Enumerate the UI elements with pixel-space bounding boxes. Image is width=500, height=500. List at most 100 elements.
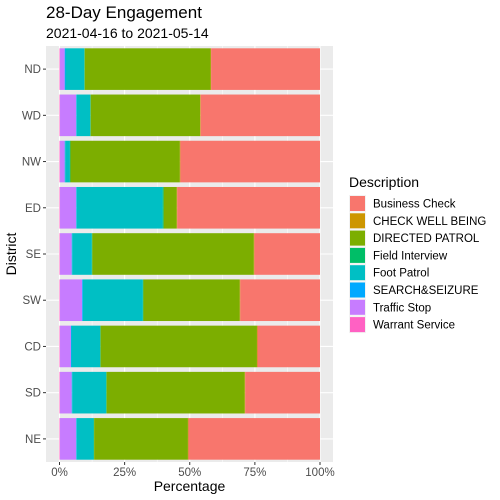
bar-segment bbox=[60, 325, 71, 368]
bar-segment bbox=[71, 371, 73, 414]
bar-segment bbox=[106, 371, 245, 414]
bar-segment bbox=[60, 233, 72, 275]
y-tick-label: WD bbox=[22, 110, 41, 122]
bar-segment bbox=[200, 94, 201, 137]
bar-segment bbox=[84, 48, 85, 90]
bar-segment bbox=[163, 186, 177, 229]
bar-segment bbox=[70, 325, 72, 368]
bar-segment bbox=[59, 279, 61, 322]
bar-segment bbox=[70, 140, 180, 183]
x-axis-ticks: 0% 25% 50% 75% 100% bbox=[51, 462, 335, 479]
bar-segment bbox=[69, 140, 71, 183]
x-axis-title: Percentage bbox=[154, 478, 226, 494]
legend: Description Business Check CHECK WELL BEI… bbox=[349, 174, 486, 334]
bar-segment bbox=[100, 325, 257, 368]
chart-subtitle: 2021-04-16 to 2021-05-14 bbox=[46, 25, 209, 41]
legend-label: CHECK WELL BEING bbox=[373, 216, 486, 228]
bar-segment bbox=[90, 94, 91, 137]
bar-segment bbox=[180, 140, 320, 183]
legend-swatch bbox=[350, 282, 365, 298]
y-tick-label: NW bbox=[22, 157, 41, 169]
legend-swatch bbox=[350, 213, 365, 229]
x-tick-label: 25% bbox=[113, 467, 136, 479]
x-tick-label: 100% bbox=[305, 467, 334, 479]
bar-segment bbox=[210, 48, 212, 90]
bar-segment bbox=[92, 233, 254, 275]
bar-segment bbox=[59, 371, 61, 414]
legend-swatch bbox=[350, 317, 365, 333]
y-tick-label: ND bbox=[24, 64, 41, 76]
bar-segment bbox=[60, 94, 77, 137]
y-axis-ticks: ND WD NW ED SE SW CD SD NE bbox=[22, 64, 46, 446]
bar-segment bbox=[143, 279, 240, 322]
bar-segment bbox=[60, 418, 77, 460]
legend-swatch bbox=[350, 299, 365, 315]
bar-segment bbox=[91, 233, 93, 275]
bar-segment bbox=[239, 279, 241, 322]
bar-segment bbox=[59, 325, 61, 368]
bar-segment bbox=[240, 279, 320, 322]
bar-segment bbox=[60, 140, 65, 183]
bar-segment bbox=[76, 186, 163, 229]
bar-segment bbox=[64, 48, 66, 90]
bar-segment bbox=[60, 279, 83, 322]
bar-segment bbox=[71, 325, 101, 368]
y-tick-label: SE bbox=[26, 249, 42, 261]
y-tick-label: CD bbox=[24, 341, 41, 353]
bar-segment bbox=[59, 48, 61, 90]
bar-segment bbox=[60, 186, 77, 229]
bars bbox=[59, 48, 320, 460]
bar-segment bbox=[65, 48, 85, 90]
bar-segment bbox=[245, 371, 320, 414]
x-tick-label: 50% bbox=[178, 467, 201, 479]
y-tick-label: NE bbox=[25, 434, 41, 446]
bar-segment bbox=[90, 94, 201, 137]
bar-segment bbox=[257, 325, 320, 368]
bar-segment bbox=[142, 279, 144, 322]
bar-segment bbox=[179, 140, 181, 183]
bar-segment bbox=[211, 48, 320, 90]
legend-label: Foot Patrol bbox=[373, 268, 429, 280]
bar-segment bbox=[254, 233, 320, 275]
bar-segment bbox=[76, 418, 94, 460]
bar-segment bbox=[200, 94, 320, 137]
bar-segment bbox=[100, 325, 101, 368]
chart-title: 28-Day Engagement bbox=[46, 3, 202, 22]
bar-segment bbox=[60, 48, 65, 90]
bar-segment bbox=[76, 186, 77, 229]
bar-segment bbox=[162, 186, 164, 229]
bar-segment bbox=[188, 418, 320, 460]
bar-segment bbox=[60, 371, 72, 414]
legend-swatch bbox=[350, 247, 365, 263]
bar-segment bbox=[59, 186, 61, 229]
legend-label: Business Check bbox=[373, 199, 456, 211]
bar-segment bbox=[106, 371, 107, 414]
y-tick-label: ED bbox=[25, 203, 41, 215]
bar-segment bbox=[82, 279, 83, 322]
bar-segment bbox=[76, 94, 77, 137]
bar-segment bbox=[244, 371, 246, 414]
legend-label: SEARCH&SEIZURE bbox=[373, 285, 479, 297]
legend-label: Traffic Stop bbox=[373, 302, 431, 314]
bar-segment bbox=[59, 94, 61, 137]
bar-segment bbox=[59, 233, 61, 275]
bar-segment bbox=[253, 233, 255, 275]
y-tick-label: SW bbox=[22, 295, 41, 307]
bar-segment bbox=[76, 94, 91, 137]
bar-segment bbox=[187, 418, 189, 460]
bar-segment bbox=[94, 418, 188, 460]
legend-swatch bbox=[350, 196, 365, 211]
bar-segment bbox=[71, 233, 73, 275]
legend-title: Description bbox=[349, 174, 419, 190]
bar-segment bbox=[256, 325, 258, 368]
legend-label: DIRECTED PATROL bbox=[373, 233, 480, 245]
y-axis-title: District bbox=[3, 233, 19, 276]
legend-swatch bbox=[350, 265, 365, 281]
legend-label: Warrant Service bbox=[373, 320, 455, 332]
x-tick-label: 0% bbox=[51, 467, 68, 479]
legend-label: Field Interview bbox=[373, 250, 448, 262]
bar-segment bbox=[59, 418, 61, 460]
bar-segment bbox=[64, 140, 66, 183]
bar-segment bbox=[72, 371, 107, 414]
